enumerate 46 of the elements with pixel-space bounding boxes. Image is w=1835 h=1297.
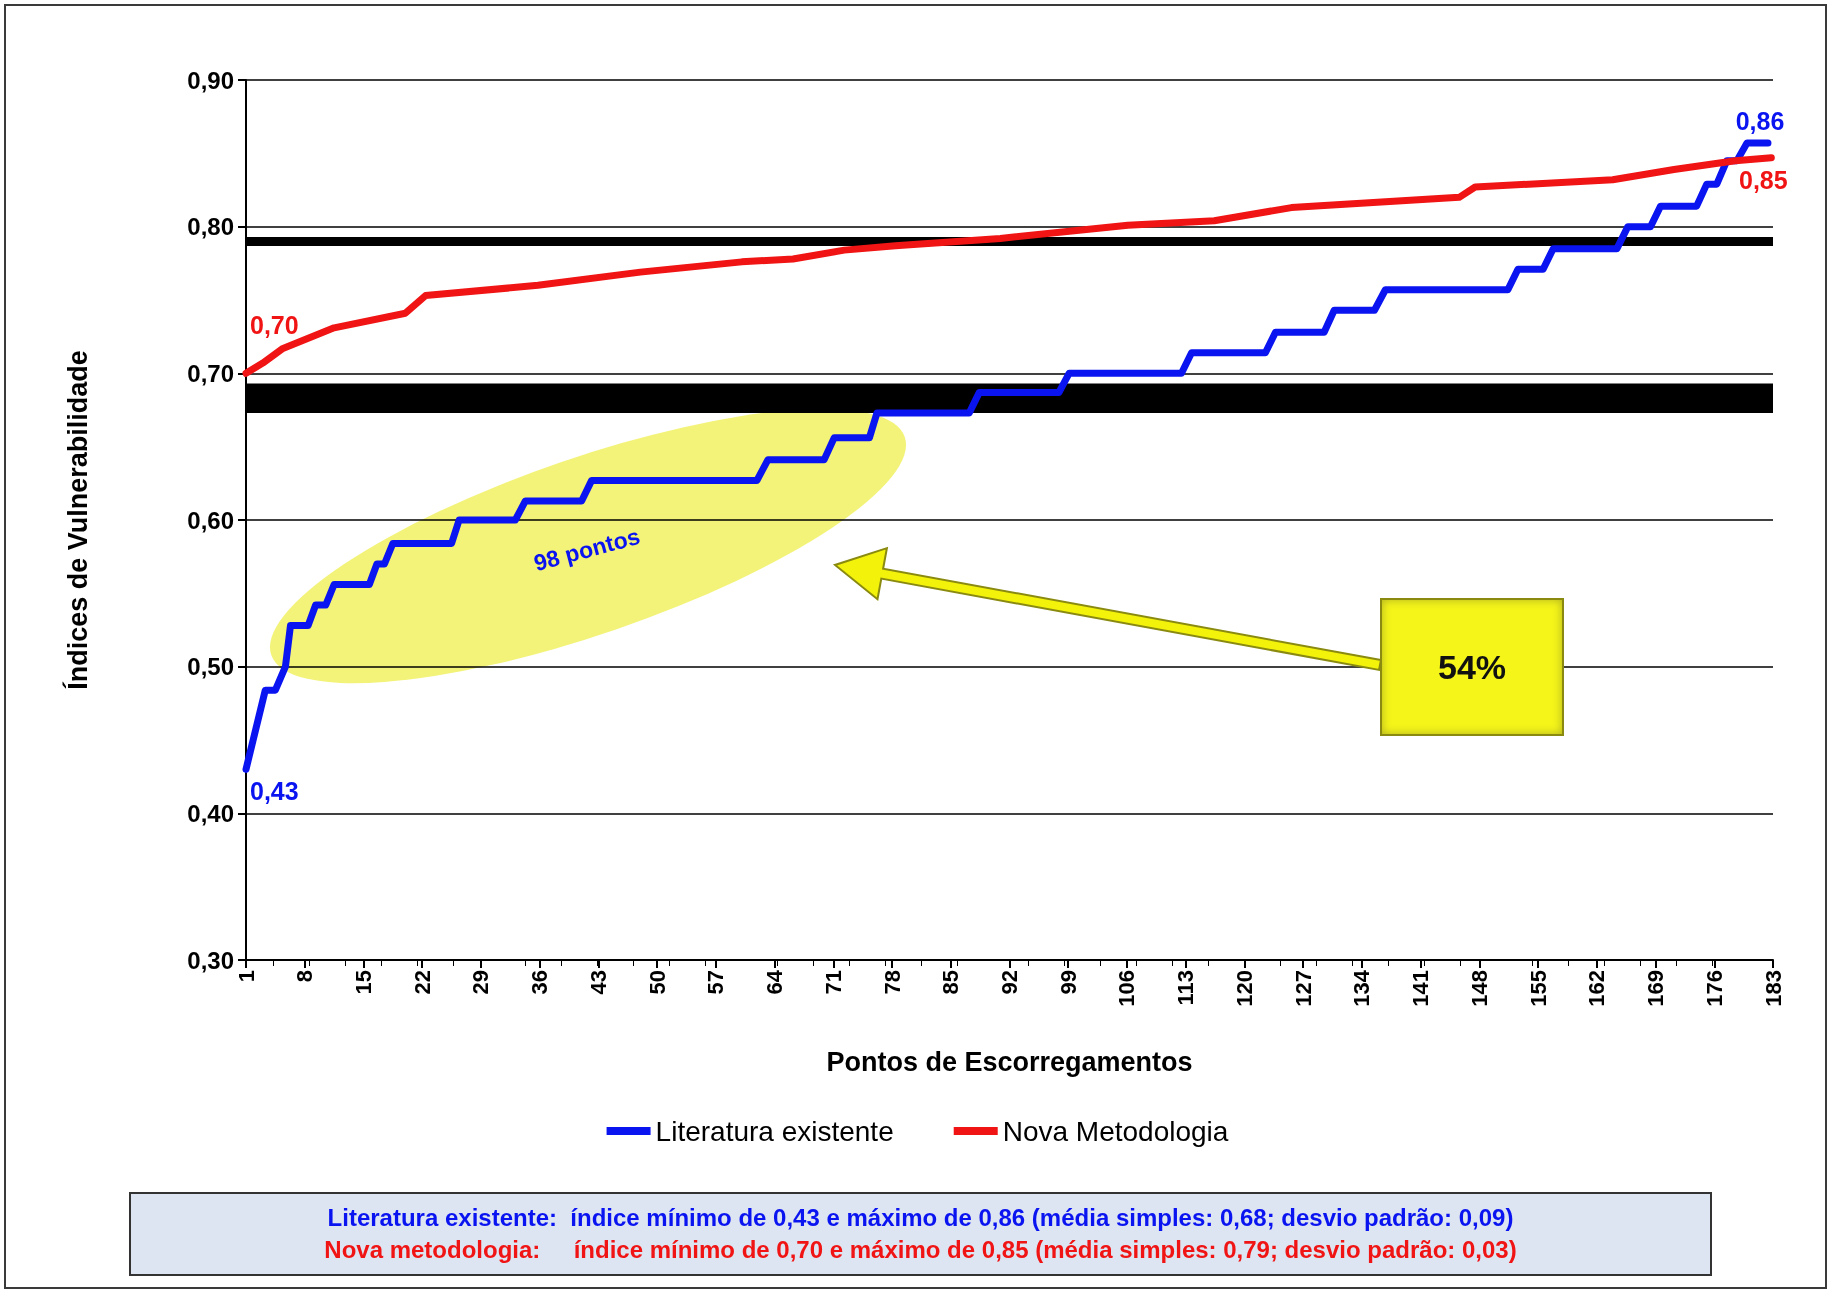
legend-label: Nova Metodologia <box>1002 1115 1229 1147</box>
x-tick-label: 106 <box>1114 970 1140 1007</box>
y-tick-label: 0,30 <box>187 946 234 974</box>
data-label: 0,70 <box>250 311 299 340</box>
x-tick-label: 85 <box>938 970 964 995</box>
x-tick-label: 141 <box>1408 970 1434 1007</box>
y-tick-label: 0,80 <box>187 213 234 241</box>
x-tick-label: 183 <box>1760 970 1786 1007</box>
data-label: 0,85 <box>1738 166 1788 195</box>
y-tick-label: 0,50 <box>187 653 234 681</box>
x-axis-title: Pontos de Escorregamentos <box>826 1046 1193 1077</box>
x-tick-label: 1 <box>233 970 259 983</box>
x-tick-label: 120 <box>1231 970 1257 1007</box>
x-tick-label: 162 <box>1584 970 1610 1007</box>
data-label: 0,86 <box>1735 106 1785 135</box>
x-tick-label: 22 <box>409 970 435 995</box>
x-tick-label: 36 <box>527 970 553 995</box>
x-tick-label: 99 <box>1055 970 1081 995</box>
y-tick-label: 0,60 <box>187 506 234 534</box>
x-tick-label: 176 <box>1701 970 1727 1007</box>
legend-label: Literatura existente <box>655 1115 894 1147</box>
x-tick-label: 92 <box>997 970 1022 995</box>
x-tick-label: 148 <box>1466 970 1492 1007</box>
y-tick-label: 0,90 <box>187 66 234 94</box>
y-axis-title: Índices de Vulnerabilidade <box>61 350 93 690</box>
x-tick-label: 127 <box>1290 970 1316 1007</box>
x-tick-label: 43 <box>585 970 611 995</box>
annotation: 54% <box>1437 647 1507 687</box>
data-label: 0,43 <box>250 777 299 806</box>
x-tick-label: 50 <box>644 970 670 995</box>
x-tick-label: 71 <box>820 970 846 995</box>
y-tick-label: 0,40 <box>187 799 234 827</box>
x-tick-label: 113 <box>1173 970 1199 1006</box>
x-tick-label: 169 <box>1643 970 1669 1007</box>
x-tick-label: 15 <box>350 970 376 995</box>
x-tick-label: 155 <box>1525 970 1551 1007</box>
x-tick-label: 134 <box>1349 969 1375 1007</box>
x-tick-label: 57 <box>703 970 729 995</box>
text: Literatura existente: índice mínimo de 0,43 e máximo de 0,86 (média simples: 0,68; desvio padrão: 0,09) <box>326 1203 1515 1233</box>
x-tick-label: 64 <box>762 969 788 995</box>
annotation: 98 pontos <box>531 522 643 578</box>
x-tick-label: 8 <box>292 970 318 983</box>
x-tick-label: 78 <box>879 970 905 995</box>
y-tick-label: 0,70 <box>187 359 234 387</box>
x-tick-label: 29 <box>468 970 494 995</box>
text: Nova metodologia: índice mínimo de 0,70 e máximo de 0,85 (média simples: 0,79; desvio padrão: 0,03) <box>323 1235 1518 1265</box>
